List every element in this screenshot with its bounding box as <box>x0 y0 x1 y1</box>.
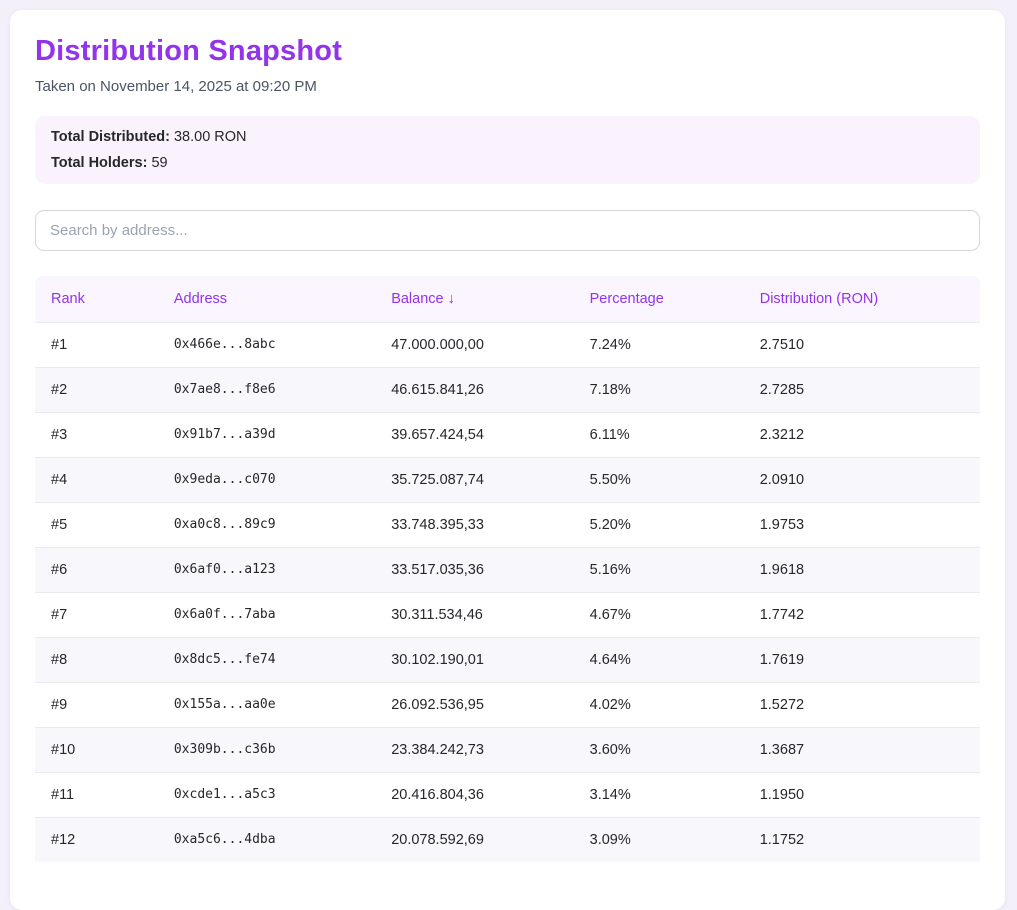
table-row: #10 0x309b...c36b 23.384.242,73 3.60% 1.3687 <box>35 726 980 772</box>
cell-balance: 35.725.087,74 <box>375 456 574 502</box>
table-row: #11 0xcde1...a5c3 20.416.804,36 3.14% 1.1950 <box>35 771 980 817</box>
cell-rank: #5 <box>35 501 158 547</box>
cell-distribution: 2.3212 <box>743 411 980 457</box>
cell-percentage: 5.50% <box>573 456 744 502</box>
table-header: Rank Address Balance ↓ Percentage Distri… <box>35 275 980 322</box>
cell-distribution: 1.1752 <box>743 816 980 862</box>
total-distributed-value: 38.00 RON <box>173 128 247 145</box>
table-row: #1 0x466e...8abc 47.000.000,00 7.24% 2.7510 <box>35 321 980 367</box>
column-header-rank[interactable]: Rank <box>35 275 158 322</box>
table-row: #3 0x91b7...a39d 39.657.424,54 6.11% 2.3212 <box>35 411 980 457</box>
column-header-percentage[interactable]: Percentage <box>573 275 744 322</box>
total-holders-line: Total Holders: 59 <box>51 155 964 171</box>
cell-balance: 30.102.190,01 <box>375 636 574 682</box>
cell-address: 0x6a0f...7aba <box>157 591 376 637</box>
page-title: Distribution Snapshot <box>35 35 343 67</box>
cell-distribution: 1.1950 <box>743 771 980 817</box>
total-holders-value: 59 <box>151 154 168 171</box>
cell-distribution: 1.3687 <box>743 726 980 772</box>
cell-percentage: 5.20% <box>573 501 744 547</box>
cell-percentage: 7.18% <box>573 366 744 412</box>
cell-distribution: 1.9618 <box>743 546 980 592</box>
cell-percentage: 6.11% <box>573 411 744 457</box>
cell-balance: 47.000.000,00 <box>375 321 574 367</box>
cell-balance: 20.416.804,36 <box>375 771 574 817</box>
cell-distribution: 1.7619 <box>743 636 980 682</box>
cell-balance: 33.748.395,33 <box>375 501 574 547</box>
cell-balance: 23.384.242,73 <box>375 726 574 772</box>
cell-percentage: 7.24% <box>573 321 744 367</box>
cell-rank: #2 <box>35 366 158 412</box>
table-body: #1 0x466e...8abc 47.000.000,00 7.24% 2.7510 #… <box>35 321 980 862</box>
cell-balance: 39.657.424,54 <box>375 411 574 457</box>
cell-rank: #12 <box>35 816 158 862</box>
cell-address: 0x309b...c36b <box>157 726 376 772</box>
total-distributed-line: Total Distributed: 38.00 RON <box>51 129 964 145</box>
table-row: #12 0xa5c6...4dba 20.078.592,69 3.09% 1.1752 <box>35 816 980 862</box>
table-row: #6 0x6af0...a123 33.517.035,36 5.16% 1.9618 <box>35 546 980 592</box>
cell-address: 0x7ae8...f8e6 <box>157 366 376 412</box>
cell-rank: #1 <box>35 321 158 367</box>
cell-percentage: 5.16% <box>573 546 744 592</box>
cell-rank: #10 <box>35 726 158 772</box>
summary-box: Total Distributed: 38.00 RON Total Holde… <box>35 115 980 184</box>
column-header-distribution[interactable]: Distribution (RON) <box>743 275 980 322</box>
column-header-address[interactable]: Address <box>157 275 376 322</box>
cell-distribution: 2.7285 <box>743 366 980 412</box>
cell-rank: #8 <box>35 636 158 682</box>
cell-address: 0xcde1...a5c3 <box>157 771 376 817</box>
cell-percentage: 3.14% <box>573 771 744 817</box>
cell-address: 0x466e...8abc <box>157 321 376 367</box>
holders-table: Rank Address Balance ↓ Percentage Distri… <box>35 275 980 862</box>
cell-rank: #9 <box>35 681 158 727</box>
cell-address: 0xa0c8...89c9 <box>157 501 376 547</box>
cell-distribution: 1.9753 <box>743 501 980 547</box>
total-holders-label: Total Holders: <box>51 154 148 171</box>
cell-address: 0x91b7...a39d <box>157 411 376 457</box>
cell-address: 0xa5c6...4dba <box>157 816 376 862</box>
search-bar <box>35 209 980 251</box>
cell-rank: #3 <box>35 411 158 457</box>
cell-percentage: 3.09% <box>573 816 744 862</box>
cell-address: 0x6af0...a123 <box>157 546 376 592</box>
cell-percentage: 3.60% <box>573 726 744 772</box>
snapshot-timestamp: Taken on November 14, 2025 at 09:20 PM <box>35 77 317 95</box>
cell-rank: #6 <box>35 546 158 592</box>
cell-distribution: 1.5272 <box>743 681 980 727</box>
cell-distribution: 2.7510 <box>743 321 980 367</box>
table-row: #2 0x7ae8...f8e6 46.615.841,26 7.18% 2.7285 <box>35 366 980 412</box>
cell-rank: #11 <box>35 771 158 817</box>
cell-address: 0x155a...aa0e <box>157 681 376 727</box>
cell-balance: 20.078.592,69 <box>375 816 574 862</box>
cell-balance: 26.092.536,95 <box>375 681 574 727</box>
table-row: #5 0xa0c8...89c9 33.748.395,33 5.20% 1.9753 <box>35 501 980 547</box>
total-distributed-label: Total Distributed: <box>51 128 170 145</box>
cell-address: 0x8dc5...fe74 <box>157 636 376 682</box>
cell-address: 0x9eda...c070 <box>157 456 376 502</box>
cell-distribution: 1.7742 <box>743 591 980 637</box>
cell-balance: 30.311.534,46 <box>375 591 574 637</box>
table-row: #4 0x9eda...c070 35.725.087,74 5.50% 2.0910 <box>35 456 980 502</box>
table-row: #7 0x6a0f...7aba 30.311.534,46 4.67% 1.7742 <box>35 591 980 637</box>
cell-percentage: 4.02% <box>573 681 744 727</box>
search-input[interactable] <box>35 209 980 251</box>
column-header-balance[interactable]: Balance ↓ <box>375 275 574 322</box>
table-row: #9 0x155a...aa0e 26.092.536,95 4.02% 1.5272 <box>35 681 980 727</box>
table-row: #8 0x8dc5...fe74 30.102.190,01 4.64% 1.7619 <box>35 636 980 682</box>
cell-percentage: 4.67% <box>573 591 744 637</box>
table-header-row: Rank Address Balance ↓ Percentage Distri… <box>35 275 980 322</box>
cell-balance: 33.517.035,36 <box>375 546 574 592</box>
cell-distribution: 2.0910 <box>743 456 980 502</box>
cell-rank: #7 <box>35 591 158 637</box>
cell-rank: #4 <box>35 456 158 502</box>
snapshot-card: Distribution Snapshot Taken on November … <box>10 10 1005 910</box>
cell-percentage: 4.64% <box>573 636 744 682</box>
cell-balance: 46.615.841,26 <box>375 366 574 412</box>
